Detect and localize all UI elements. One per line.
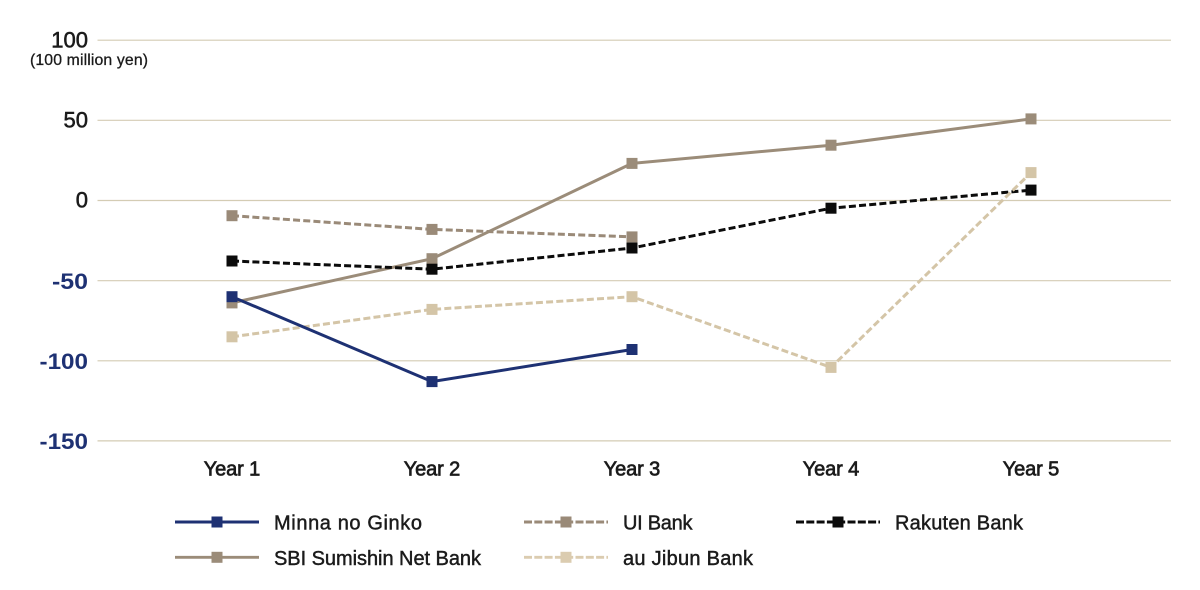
svg-text:(100 million yen): (100 million yen) xyxy=(30,52,148,69)
svg-text:Year 5: Year 5 xyxy=(1003,459,1060,481)
svg-text:Year 1: Year 1 xyxy=(204,459,261,481)
svg-text:Rakuten Bank: Rakuten Bank xyxy=(895,513,1024,535)
svg-text:UI Bank: UI Bank xyxy=(623,513,694,535)
svg-text:Year 3: Year 3 xyxy=(604,459,661,481)
svg-text:Year 2: Year 2 xyxy=(404,459,461,481)
svg-text:-150: -150 xyxy=(40,429,89,454)
svg-text:0: 0 xyxy=(76,188,88,213)
svg-text:100: 100 xyxy=(51,27,88,52)
svg-text:au Jibun Bank: au Jibun Bank xyxy=(623,548,754,570)
svg-text:50: 50 xyxy=(64,108,88,133)
svg-text:Year 4: Year 4 xyxy=(803,459,860,481)
svg-text:-50: -50 xyxy=(52,269,88,294)
svg-text:Minna no Ginko: Minna no Ginko xyxy=(274,513,422,535)
svg-text:SBI Sumishin Net Bank: SBI Sumishin Net Bank xyxy=(274,548,482,570)
svg-text:-100: -100 xyxy=(40,349,89,374)
